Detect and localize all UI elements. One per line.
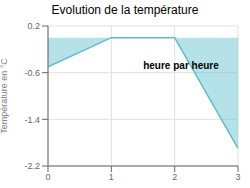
svg-text:-2.2: -2.2 [24, 161, 40, 171]
html-text:heure par heure: heure par heure [143, 59, 219, 71]
svg-text:0: 0 [45, 172, 50, 182]
svg-text:-0.6: -0.6 [24, 68, 40, 78]
svg-text:Température en °C: Température en °C [8, 58, 9, 134]
svg-text:-1.4: -1.4 [24, 115, 40, 125]
svg-text:2: 2 [172, 172, 177, 182]
svg-text:1: 1 [109, 172, 114, 182]
svg-text:0.2: 0.2 [27, 21, 40, 31]
svg-text:3: 3 [235, 172, 240, 182]
html-text:Evolution de la température: Evolution de la température [51, 3, 199, 17]
